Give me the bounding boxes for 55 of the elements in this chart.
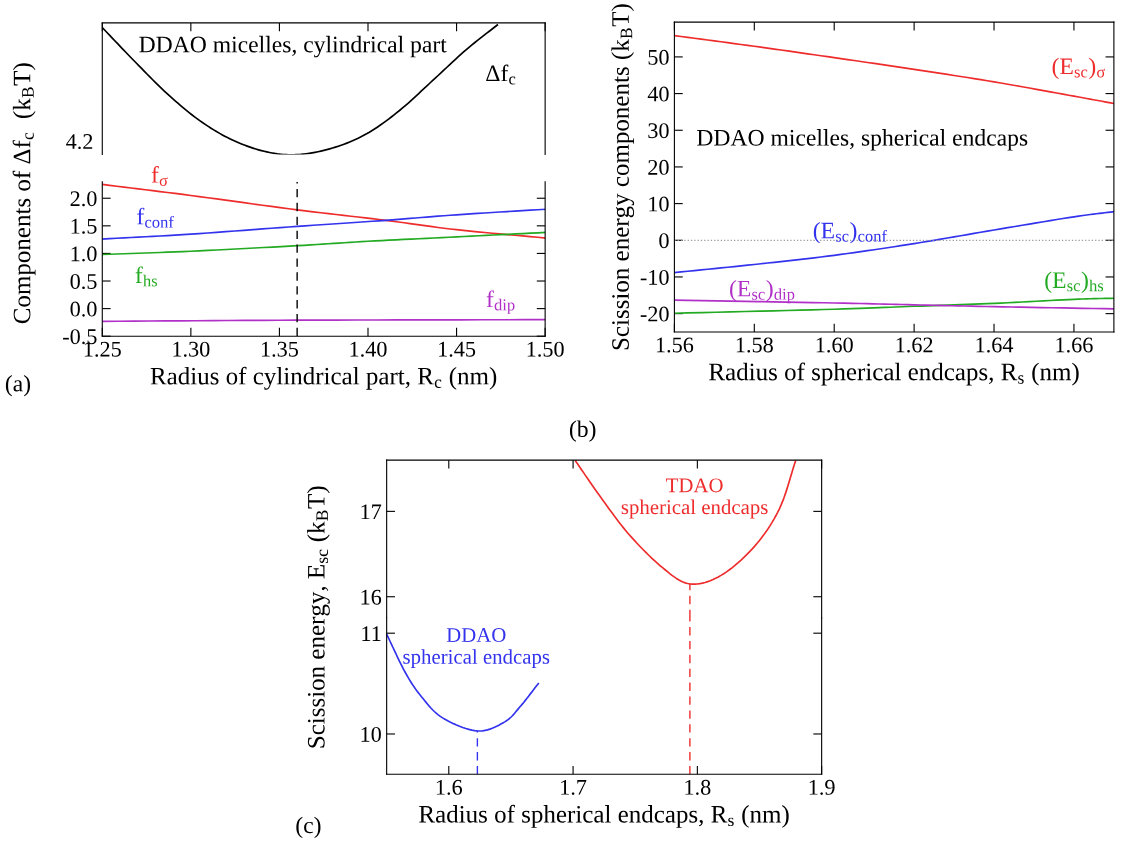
y-tick-label: -10 — [640, 269, 669, 285]
text: 4.2 — [66, 134, 93, 150]
x-tick-label: 1.64 — [976, 337, 1014, 353]
y-axis-title: Components of Δf$_{c}$ (k$_{B}$T) — [12, 63, 36, 324]
y-tick-label: 17 — [361, 504, 382, 520]
series-label: (E$_{sc}$)$_{conf}$ — [813, 221, 887, 244]
series-label: (E$_{sc}$)$_{hs}$ — [1045, 271, 1104, 293]
x-tick-label: 1.62 — [896, 337, 933, 353]
y-tick-label: 1.0 — [71, 246, 97, 262]
y-tick-label: 50 — [648, 49, 669, 65]
x-tick-label: 1.56 — [656, 337, 694, 353]
x-axis-title: Radius of spherical endcaps, R$_{s}$ (nm) — [709, 362, 1079, 386]
y-tick-label: 40 — [647, 86, 669, 102]
series-label: f$_{dip}$ — [486, 290, 515, 314]
text: (a) — [5, 374, 31, 397]
series-label: TDAO spherical endcaps — [621, 478, 768, 519]
x-tick-label: 1.40 — [350, 341, 387, 357]
text: (b) — [569, 420, 596, 442]
y-tick-label: 11 — [362, 626, 381, 641]
annotation: DDAO micelles, spherical endcaps — [697, 129, 1028, 151]
series-label: (E$_{sc}$)$_{dip}$ — [730, 279, 795, 304]
y-tick-label: 2.0 — [70, 191, 97, 207]
x-tick-label: 1.66 — [1056, 337, 1093, 353]
x-tick-label: 1.8 — [685, 779, 711, 795]
y-tick-label: 20 — [648, 159, 669, 175]
y-tick-label: 10 — [649, 196, 669, 212]
x-tick-label: 1.50 — [527, 341, 564, 357]
x-tick-label: 1.6 — [436, 779, 463, 795]
x-tick-label: 1.9 — [809, 779, 835, 795]
series-label: DDAO spherical endcaps — [403, 628, 550, 669]
x-tick-label: 1.45 — [439, 341, 476, 357]
x-tick-label: 1.30 — [173, 341, 210, 357]
series-label: f$_{hs}$ — [135, 266, 158, 287]
y-tick-label: 10 — [361, 726, 381, 742]
x-axis-title: Radius of spherical endcaps, R$_{s}$ (nm) — [419, 804, 789, 828]
series-label: Δf$_{c}$ — [486, 64, 516, 85]
series-label: (E$_{sc}$)$_{σ}$ — [1052, 57, 1106, 80]
y-tick-label: 0.5 — [70, 273, 97, 290]
x-tick-label: 1.7 — [561, 779, 587, 795]
y-tick-label: 1.5 — [71, 218, 97, 234]
series-label: f$_{σ}$ — [151, 165, 168, 186]
y-tick-label: 0.0 — [70, 301, 97, 317]
x-tick-label: 1.35 — [261, 341, 298, 357]
y-tick-label: 30 — [648, 123, 669, 139]
y-tick-label: -20 — [640, 306, 669, 322]
series-label: f$_{conf}$ — [137, 207, 174, 228]
y-axis-title: Scission energy components (k$_{B}$T) — [611, 4, 635, 350]
y-tick-label: 16 — [361, 589, 382, 605]
y-tick-label: 0 — [659, 233, 669, 249]
x-tick-label: 1.58 — [736, 337, 773, 353]
x-axis-title: Radius of cylindrical part, R$_{c}$ (nm) — [150, 366, 497, 390]
text: (c) — [296, 816, 321, 839]
annotation: DDAO micelles, cylindrical part — [139, 35, 447, 58]
y-axis-title: Scission energy, E$_{sc}$ (k$_{B}$T) — [307, 486, 330, 748]
x-tick-label: 1.60 — [816, 337, 853, 353]
